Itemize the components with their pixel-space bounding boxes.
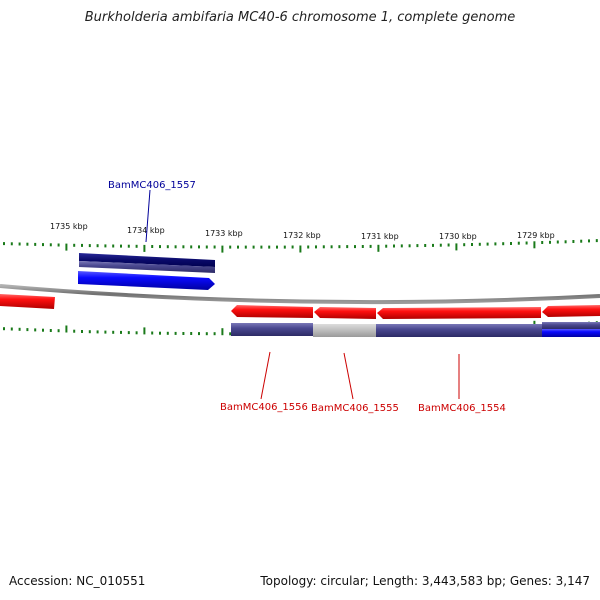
- gene-arrow-1557[interactable]: [78, 271, 215, 290]
- cds-bar-1555[interactable]: [313, 324, 376, 337]
- gene-arrow-1556[interactable]: [231, 305, 313, 318]
- scale-label-1729: 1729 kbp: [517, 231, 555, 240]
- scale-label-1734: 1734 kbp: [127, 226, 165, 235]
- gene-arrow-right-edge[interactable]: [542, 305, 600, 317]
- cds-bar-1554[interactable]: [376, 324, 542, 337]
- accession-text: Accession: NC_010551: [9, 574, 146, 588]
- gene-label-1554[interactable]: BamMC406_1554: [418, 403, 506, 414]
- scale-label-1735: 1735 kbp: [50, 222, 88, 231]
- scale-label-1732: 1732 kbp: [283, 231, 321, 240]
- scale-label-1730: 1730 kbp: [439, 232, 477, 241]
- genome-stats-text: Topology: circular; Length: 3,443,583 bp…: [260, 574, 590, 588]
- scale-label-1733: 1733 kbp: [205, 229, 243, 238]
- gene-arrow-1554[interactable]: [377, 307, 541, 319]
- cds-bar-right-edge[interactable]: [542, 322, 600, 329]
- gene-label-1556[interactable]: BamMC406_1556: [220, 402, 308, 413]
- gene-label-1557[interactable]: BamMC406_1557: [108, 180, 196, 191]
- genome-title: Burkholderia ambifaria MC40-6 chromosome…: [84, 10, 516, 25]
- cds-bar-1557-navy[interactable]: [79, 253, 215, 267]
- cds-bar-1556[interactable]: [231, 323, 313, 336]
- gene-label-1555[interactable]: BamMC406_1555: [311, 403, 399, 414]
- cds-bar-1557-slate[interactable]: [79, 261, 215, 273]
- callout-line-1556: [260, 351, 271, 400]
- gene-arrow-left-edge[interactable]: [0, 294, 55, 309]
- scale-ticks-outer: [3, 239, 598, 253]
- scale-label-1731: 1731 kbp: [361, 232, 399, 241]
- gene-arrow-right-blue[interactable]: [542, 329, 600, 337]
- chromosome-backbone: [0, 284, 600, 305]
- gene-arrow-1555[interactable]: [314, 307, 376, 319]
- callout-line-1557: [145, 189, 151, 243]
- callout-line-1555: [343, 352, 354, 400]
